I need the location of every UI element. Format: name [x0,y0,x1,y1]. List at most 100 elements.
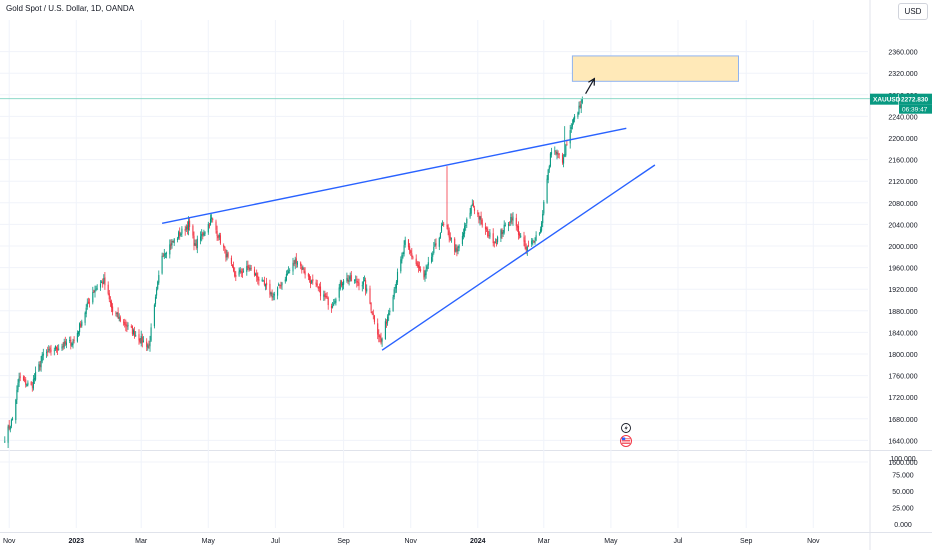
candle-body [35,371,37,380]
candle-body [495,242,498,244]
candle-body [201,233,203,237]
currency-button[interactable]: USD [898,3,928,20]
candle-body [477,212,479,215]
candle-body [118,316,120,319]
price-tick-label: 1800.000 [888,352,917,359]
candle-body [241,272,243,274]
candle-body [455,248,457,252]
candle-body [426,266,428,269]
candle-body [473,208,476,211]
candle-body [271,292,273,298]
time-tick-label: Jul [674,538,683,545]
candle-body [46,352,48,354]
candle-body [548,166,550,170]
candle-body [235,274,237,277]
candle-body [366,288,368,292]
candle-body [425,269,427,275]
candle-body [208,225,210,227]
time-tick-label: Mar [538,538,551,545]
chart-title: Gold Spot / U.S. Dollar, 1D, OANDA [6,4,135,13]
volume-tick-label: 25.000 [892,506,914,513]
candle-body [112,306,114,312]
candle-body [295,258,297,264]
candle-body [563,157,565,164]
candle-body [416,262,418,267]
candle-body [379,335,381,339]
candle-body [22,376,25,381]
candle-body [300,262,302,266]
candle-body [401,254,403,261]
candle-body [263,280,265,285]
candle-body [362,281,364,285]
candle-body [447,225,449,231]
candle-body [569,130,571,144]
candle-body [76,332,78,342]
candle-body [433,246,435,253]
candle-body [478,215,480,220]
target-zone[interactable] [571,55,740,82]
candle-body [438,237,440,247]
candle-body [95,288,97,290]
candle-body [58,348,60,350]
candle-body [212,218,214,221]
candle-body [347,279,349,282]
price-tick-label: 2000.000 [888,244,917,251]
candle-body [26,384,28,386]
time-tick-label: Sep [337,538,350,545]
trendline[interactable] [161,127,627,225]
candle-body [124,322,126,325]
drawings[interactable] [161,55,740,351]
candle-body [487,228,489,237]
projection-arrow[interactable] [585,78,595,95]
candle-body [462,233,465,237]
candle-body [48,349,50,351]
event-markers[interactable] [620,423,632,447]
candle-body [378,334,380,337]
candle-body [242,271,245,273]
candles [4,96,583,448]
candle-body [131,326,133,335]
candle-body [330,305,333,309]
candle-body [33,378,36,380]
candle-body [202,232,204,236]
candle-body [339,282,341,289]
candle-body [9,426,11,430]
candle-body [146,341,148,347]
time-tick-label: 2023 [69,538,85,545]
candle-body [71,343,73,346]
candle-body [61,346,63,349]
candle-body [272,296,274,298]
candle-body [395,281,397,289]
candle-body [493,241,495,244]
candle-body [312,279,314,282]
candle-body [511,218,513,220]
candle-body [501,229,503,235]
candle-body [123,321,125,323]
candle-body [172,241,174,242]
candle-body [80,323,82,327]
candle-body [179,231,181,237]
us-flag-icon[interactable] [620,435,632,447]
candle-body [238,271,240,276]
volume-tick-label: 100.000 [890,456,915,463]
time-axis[interactable]: Nov 2023 Mar May Jul Sep Nov 2024 Mar May Jul Sep No… [3,538,820,545]
candle-body [10,419,12,427]
candle-body [393,289,395,298]
flash-icon[interactable] [621,423,631,433]
candle-body [424,273,426,277]
candle-body [119,317,121,322]
candle-body [249,267,251,271]
trendline[interactable] [381,164,656,351]
candle-body [255,273,257,276]
candle-body [189,220,191,227]
candle-body [547,169,549,180]
price-axis[interactable]: 1600.000 1640.000 1680.000 1720.000 1760.000… [888,50,917,529]
candle-body [88,302,91,304]
candle-body [526,246,528,251]
candle-body [176,238,179,241]
candle-body [108,293,110,300]
candle-body [450,238,452,240]
candle-body [348,280,350,282]
candle-body [171,240,173,245]
